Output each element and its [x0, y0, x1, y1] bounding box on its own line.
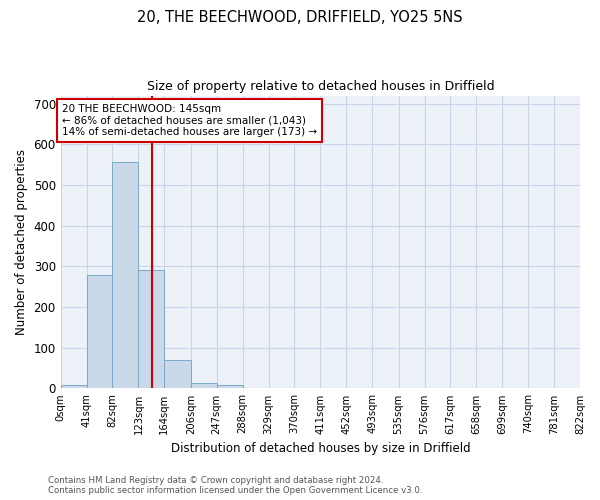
Bar	[61, 385, 86, 388]
Text: 20 THE BEECHWOOD: 145sqm
← 86% of detached houses are smaller (1,043)
14% of sem: 20 THE BEECHWOOD: 145sqm ← 86% of detach…	[62, 104, 317, 137]
Bar	[217, 385, 242, 388]
Text: 20, THE BEECHWOOD, DRIFFIELD, YO25 5NS: 20, THE BEECHWOOD, DRIFFIELD, YO25 5NS	[137, 10, 463, 25]
Text: Contains HM Land Registry data © Crown copyright and database right 2024.
Contai: Contains HM Land Registry data © Crown c…	[48, 476, 422, 495]
Bar	[112, 162, 139, 388]
Y-axis label: Number of detached properties: Number of detached properties	[15, 149, 28, 335]
X-axis label: Distribution of detached houses by size in Driffield: Distribution of detached houses by size …	[170, 442, 470, 455]
Bar	[164, 360, 191, 388]
Bar	[86, 274, 112, 388]
Title: Size of property relative to detached houses in Driffield: Size of property relative to detached ho…	[146, 80, 494, 93]
Bar	[191, 383, 217, 388]
Bar	[139, 270, 164, 388]
